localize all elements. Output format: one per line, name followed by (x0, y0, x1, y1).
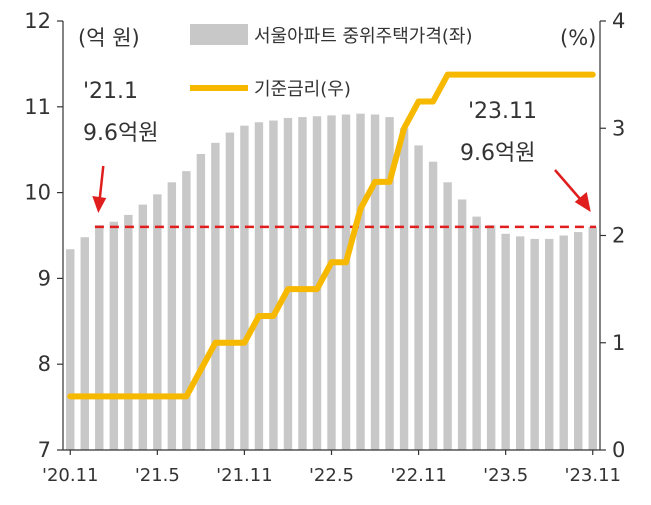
annotation-2-value: 9.6억원 (460, 141, 535, 166)
bar-4 (124, 214, 133, 450)
right-tick-label-0: 0 (612, 438, 625, 462)
arrow-1-shaft (98, 165, 105, 204)
bar-15 (283, 117, 293, 450)
arrow-1-head (92, 196, 107, 213)
left-tick-label-2: 9 (38, 266, 51, 290)
x-tick-label-1: '21.5 (135, 465, 180, 486)
bar-22 (385, 117, 394, 450)
x-tick-label-2: '21.11 (216, 465, 272, 486)
bar-25 (428, 161, 438, 450)
bar-12 (240, 125, 249, 451)
bar-9 (196, 153, 206, 451)
right-tick-label-3: 3 (612, 116, 625, 140)
price-bars (66, 113, 597, 451)
right-tick-label-1: 1 (612, 331, 625, 355)
bar-24 (414, 145, 423, 450)
bar-5 (138, 204, 148, 450)
annotation-arrows (92, 165, 591, 213)
right-tick-label-4: 4 (612, 9, 625, 33)
x-tick-label-4: '22.11 (390, 465, 446, 486)
bar-36 (588, 226, 597, 450)
bar-1 (80, 237, 89, 450)
arrow-2-shaft (554, 169, 584, 203)
legend-bar-swatch (190, 24, 248, 45)
bar-32 (530, 238, 539, 450)
bar-29 (486, 225, 496, 450)
x-tick-label-6: '23.11 (565, 465, 621, 486)
x-tick-label-3: '22.5 (309, 465, 354, 486)
bar-34 (559, 235, 568, 450)
bar-3 (109, 221, 119, 450)
right-axis-unit: (%) (560, 26, 596, 50)
rate-line (67, 71, 596, 400)
right-tick-label-2: 2 (612, 224, 625, 248)
bar-35 (574, 232, 583, 450)
bar-8 (182, 171, 191, 450)
bar-0 (66, 249, 75, 450)
bar-18 (327, 115, 336, 450)
axes-group (57, 20, 606, 455)
annotation-2-date: '23.11 (468, 99, 537, 124)
bar-30 (501, 233, 510, 450)
bar-31 (515, 236, 525, 450)
x-tick-label-0: '20.11 (42, 465, 98, 486)
bar-21 (370, 114, 380, 451)
legend-bar-label: 서울아파트 중위주택가격(좌) (254, 26, 473, 47)
annotation-1-date: '21.1 (83, 79, 138, 104)
left-tick-label-3: 10 (24, 181, 51, 205)
bar-7 (167, 182, 177, 451)
left-tick-label-1: 8 (38, 352, 51, 376)
bar-6 (153, 194, 162, 450)
rate-line-group (67, 71, 596, 400)
arrow-2-head (574, 192, 591, 212)
labels-group: 78910111201234'20.11'21.5'21.11'22.5'22.… (24, 9, 625, 486)
bar-10 (211, 142, 220, 450)
bar-2 (95, 225, 104, 450)
bar-26 (443, 182, 452, 451)
bar-23 (399, 128, 409, 450)
bar-27 (457, 199, 467, 450)
bar-16 (298, 117, 307, 450)
annotation-1-value: 9.6억원 (83, 121, 158, 146)
left-tick-label-5: 12 (24, 9, 51, 33)
bar-20 (356, 113, 365, 450)
left-tick-label-0: 7 (38, 438, 51, 462)
left-axis-unit: (억 원) (78, 26, 140, 50)
bar-13 (254, 122, 264, 451)
bar-19 (341, 114, 351, 451)
legend-line-label: 기준금리(우) (254, 79, 351, 100)
x-tick-label-5: '23.5 (483, 465, 528, 486)
bar-11 (225, 132, 235, 451)
bar-28 (472, 216, 481, 450)
left-tick-label-4: 11 (24, 95, 51, 119)
bar-33 (544, 238, 554, 450)
bar-14 (269, 120, 278, 450)
